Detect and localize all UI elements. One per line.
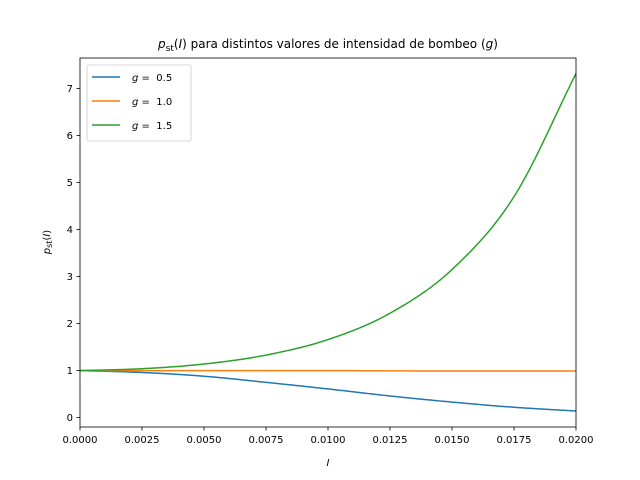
x-tick-label-5: 0.0125 (373, 435, 408, 446)
legend-label-2-eq: = 1.5 (138, 121, 172, 132)
x-tick-label-1: 0.0025 (125, 435, 160, 446)
x-axis-label: I (327, 458, 330, 469)
y-tick-label-3: 3 (67, 272, 73, 283)
y-axis-label-close: ) (42, 230, 53, 234)
x-tick-label-6: 0.0150 (435, 435, 470, 446)
chart-title: pst(I) para distintos valores de intensi… (157, 37, 498, 54)
y-axis-label-i: I (42, 234, 53, 237)
legend: g = 0.5 g = 1.0 g = 1.5 (86, 64, 192, 142)
chart-title-main: para distintos valores de intensidad de … (187, 37, 486, 51)
x-tick-label-8: 0.0200 (559, 435, 594, 446)
y-axis-label-p: p (42, 248, 53, 255)
y-tick-label-7: 7 (67, 84, 73, 95)
legend-label-0-eq: = 0.5 (138, 73, 172, 84)
x-tick-label-2: 0.0050 (187, 435, 222, 446)
axes-frame (79, 57, 577, 428)
legend-label-0: g = 0.5 (132, 73, 172, 84)
series-line-2 (80, 73, 576, 372)
y-tick-label-5: 5 (67, 178, 73, 189)
series-line-0 (80, 369, 576, 412)
chart-title-close2: ) (493, 37, 498, 51)
y-tick-label-2: 2 (67, 319, 73, 330)
legend-label-1-g: g (132, 97, 138, 108)
legend-label-2-g: g (132, 121, 138, 132)
legend-label-2: g = 1.5 (132, 121, 172, 132)
ticks-layer: 0.0000 0.0025 0.0050 0.0075 0.0100 0.0125 0.01… (63, 84, 594, 446)
chart-title-sub: st (166, 44, 175, 54)
chart-title-close1: ) (182, 37, 187, 51)
x-tick-label-4: 0.0100 (311, 435, 346, 446)
lines-layer (80, 73, 576, 412)
chart-title-i: I (179, 37, 183, 51)
legend-label-1-eq: = 1.0 (138, 97, 172, 108)
y-axis-label-sub: st (45, 241, 54, 248)
y-tick-label-1: 1 (67, 366, 73, 377)
y-axis-label-open: ( (42, 237, 53, 241)
y-axis-label: pst(I) (42, 230, 54, 256)
chart-title-p: p (157, 37, 166, 51)
y-tick-label-0: 0 (67, 413, 73, 424)
legend-label-0-g: g (132, 73, 138, 84)
legend-box (86, 64, 192, 142)
chart-title-g: g (486, 37, 494, 51)
legend-label-1: g = 1.0 (132, 97, 172, 108)
y-tick-label-6: 6 (67, 131, 73, 142)
x-tick-label-7: 0.0175 (497, 435, 532, 446)
x-tick-label-0: 0.0000 (63, 435, 98, 446)
x-tick-label-3: 0.0075 (249, 435, 284, 446)
y-tick-label-4: 4 (67, 225, 73, 236)
chart-title-open: ( (174, 37, 179, 51)
